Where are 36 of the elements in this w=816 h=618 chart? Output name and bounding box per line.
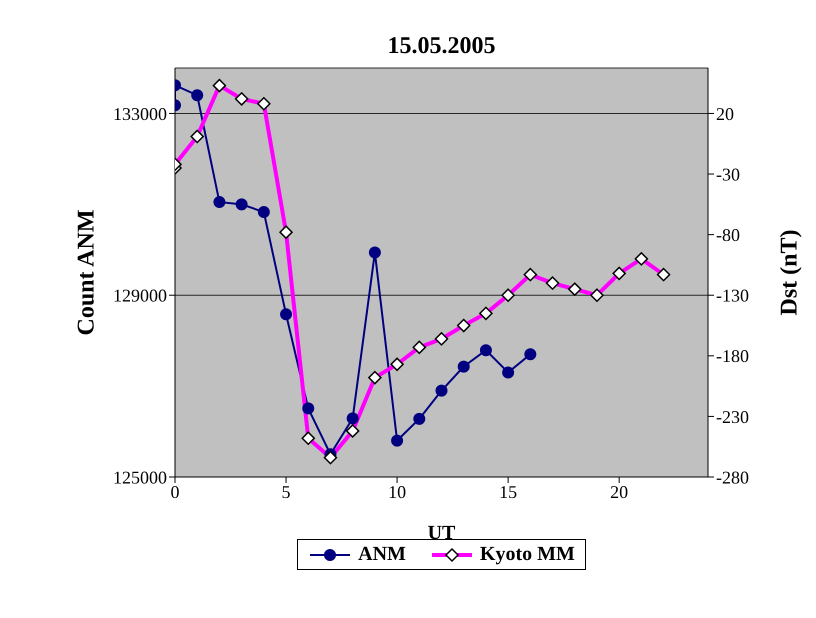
point: [191, 89, 204, 102]
legend-label: ANM: [358, 543, 406, 566]
y2-tick-label: -30: [716, 164, 740, 184]
y2-tick-label: -280: [716, 467, 749, 488]
x-axis-title: UT: [428, 522, 456, 544]
x-tick-label: 15: [499, 482, 518, 502]
point: [413, 412, 426, 425]
point: [524, 348, 536, 360]
point: [302, 402, 314, 414]
point: [436, 384, 448, 397]
point: [502, 366, 514, 378]
y-tick-label: 125000: [113, 467, 167, 488]
chart-title: 15.05.2005: [388, 33, 496, 59]
point: [480, 344, 492, 356]
point: [280, 308, 292, 320]
x-tick-label: 10: [388, 482, 406, 502]
y-tick-label: 133000: [113, 104, 167, 124]
point: [368, 246, 381, 259]
x-tick-label: 5: [282, 482, 291, 502]
point: [458, 360, 470, 373]
y2-tick-label: -230: [716, 406, 749, 427]
point: [236, 198, 248, 210]
point: [391, 434, 404, 447]
point: [258, 206, 270, 218]
x-tick-label: 0: [170, 482, 180, 502]
point: [213, 196, 226, 208]
legend-label: Kyoto MM: [480, 543, 575, 566]
y2-tick-label: -80: [716, 225, 740, 246]
y2-tick-label: -130: [716, 286, 749, 306]
y-tick-label: 129000: [113, 286, 167, 306]
y2-tick-label: 20: [716, 104, 734, 124]
y2-axis-title: Dst (nT): [776, 229, 803, 316]
y2-tick-label: -180: [716, 346, 749, 366]
point: [346, 412, 359, 424]
y-axis-title: Count ANM: [74, 209, 100, 336]
x-tick-label: 20: [610, 482, 628, 502]
